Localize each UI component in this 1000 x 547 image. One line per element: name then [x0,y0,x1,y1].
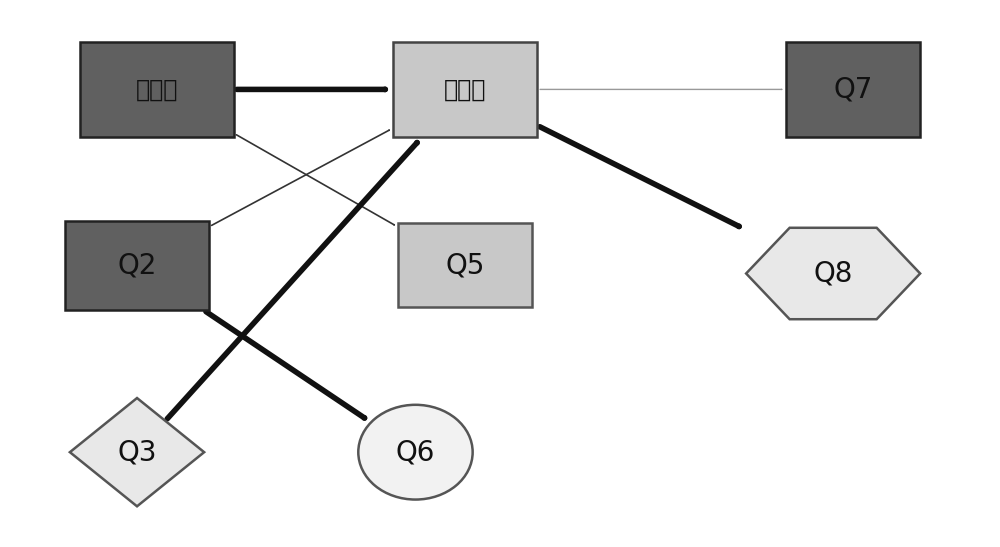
Text: Q2: Q2 [117,252,157,280]
Text: Q5: Q5 [446,252,485,280]
Text: 源节点: 源节点 [136,78,178,101]
Polygon shape [70,398,204,507]
FancyBboxPatch shape [393,42,537,137]
Text: Q6: Q6 [396,438,435,466]
FancyBboxPatch shape [786,42,920,137]
FancyBboxPatch shape [65,220,209,310]
Text: 汇节点: 汇节点 [444,78,486,101]
FancyBboxPatch shape [398,223,532,307]
FancyBboxPatch shape [80,42,234,137]
Polygon shape [746,228,920,319]
Text: Q3: Q3 [117,438,157,466]
Text: Q7: Q7 [833,75,873,103]
Text: Q8: Q8 [813,259,853,288]
Ellipse shape [358,405,473,499]
